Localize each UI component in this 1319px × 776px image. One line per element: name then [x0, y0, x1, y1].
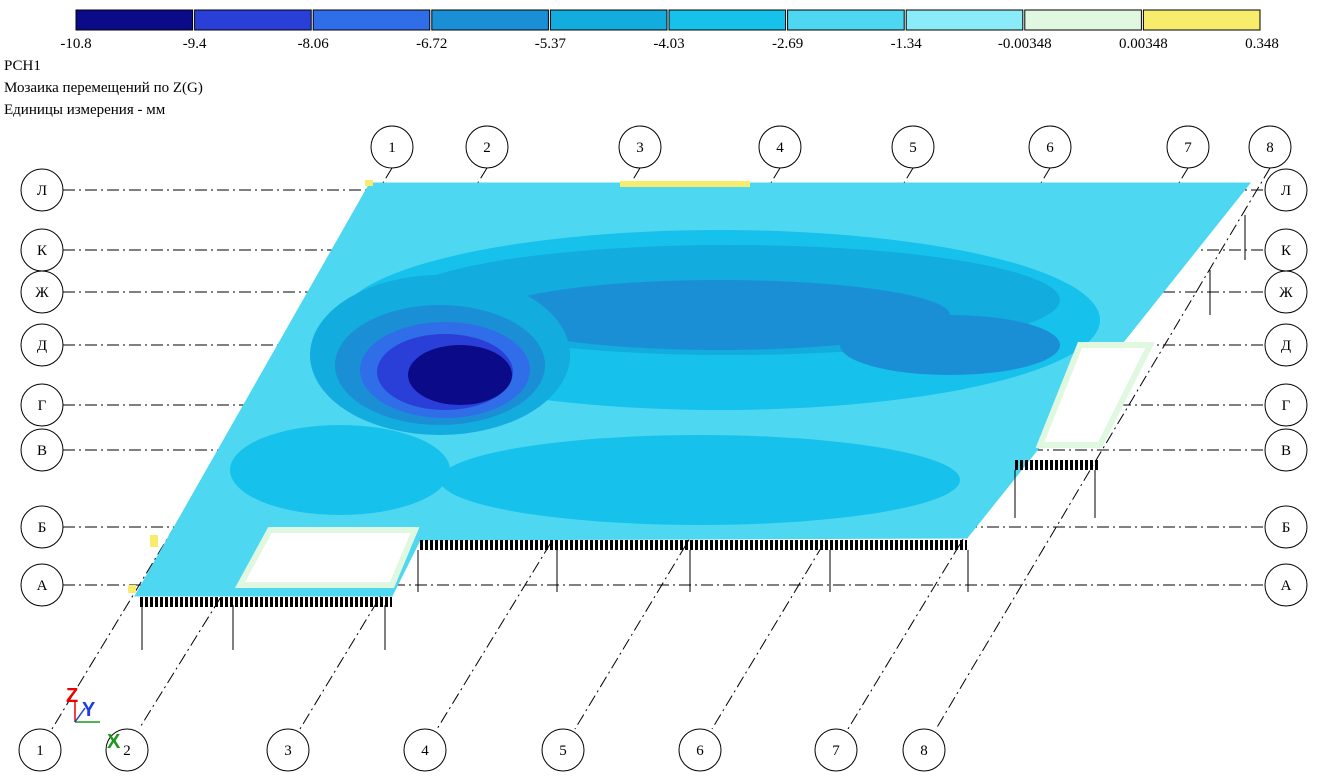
case-name: РСН1 — [4, 58, 41, 74]
row-label-left: А — [37, 578, 48, 594]
row-label-left: Л — [37, 183, 47, 199]
column-label-bottom: 7 — [832, 743, 840, 759]
row-label-right: Ж — [1279, 285, 1293, 301]
legend-swatch — [1025, 10, 1142, 30]
legend-label: -4.03 — [653, 36, 684, 52]
legend: -10.8 -9.4 -8.06 -6.72 -5.37 -4.03 -2.69 -1.34 -… — [60, 10, 1279, 52]
column-label-top: 6 — [1046, 140, 1054, 156]
legend-label: -1.34 — [891, 36, 923, 52]
row-label-right: Б — [1282, 520, 1291, 536]
row-label-left: К — [37, 243, 48, 259]
legend-swatch — [906, 10, 1023, 30]
legend-swatch — [669, 10, 786, 30]
row-label-right: В — [1281, 443, 1291, 459]
legend-label: -2.69 — [772, 36, 803, 52]
triad-z: Z — [66, 685, 78, 707]
triad-y: Y — [82, 699, 96, 721]
legend-label: -0.00348 — [998, 36, 1052, 52]
legend-label: -10.8 — [60, 36, 91, 52]
plot-title: Мозаика перемещений по Z(G) — [4, 80, 203, 96]
row-label-left: Г — [38, 398, 47, 414]
column-label-bottom: 4 — [421, 743, 429, 759]
row-label-right: А — [1281, 578, 1292, 594]
column-label-bottom: 8 — [920, 743, 928, 759]
legend-label: -5.37 — [535, 36, 567, 52]
axis-triad: Z Y X — [66, 685, 121, 753]
column-label-bottom: 2 — [123, 743, 131, 759]
screen: -10.8 -9.4 -8.06 -6.72 -5.37 -4.03 -2.69 -1.34 -… — [0, 0, 1319, 776]
row-label-right: К — [1281, 243, 1292, 259]
row-label-right: Л — [1281, 183, 1291, 199]
column-label-bottom: 3 — [284, 743, 292, 759]
legend-swatch — [1143, 10, 1260, 30]
legend-label: -8.06 — [298, 36, 330, 52]
row-label-right: Г — [1282, 398, 1291, 414]
legend-label: -6.72 — [416, 36, 447, 52]
legend-label: 0.348 — [1245, 36, 1279, 52]
legend-swatch — [313, 10, 430, 30]
column-label-top: 4 — [776, 140, 784, 156]
legend-swatch — [550, 10, 667, 30]
column-label-top: 3 — [636, 140, 644, 156]
column-label-bottom: 5 — [559, 743, 567, 759]
legend-label: -9.4 — [183, 36, 207, 52]
row-label-left: Ж — [35, 285, 49, 301]
legend-swatch — [76, 10, 193, 30]
column-label-top: 2 — [483, 140, 491, 156]
column-label-top: 7 — [1184, 140, 1192, 156]
legend-label: 0.00348 — [1119, 36, 1168, 52]
row-label-left: Б — [38, 520, 47, 536]
legend-swatch — [432, 10, 549, 30]
row-label-right: Д — [1281, 338, 1291, 354]
triad-x: X — [107, 731, 121, 753]
plate — [128, 180, 1250, 602]
units: Единицы измерения - мм — [4, 102, 166, 118]
column-label-bottom: 1 — [36, 743, 44, 759]
legend-swatch — [788, 10, 905, 30]
column-label-top: 8 — [1266, 140, 1274, 156]
column-label-bottom: 6 — [696, 743, 704, 759]
legend-swatch — [195, 10, 312, 30]
column-label-top: 5 — [909, 140, 917, 156]
row-label-left: В — [37, 443, 47, 459]
column-label-top: 1 — [388, 140, 396, 156]
row-label-left: Д — [37, 338, 47, 354]
